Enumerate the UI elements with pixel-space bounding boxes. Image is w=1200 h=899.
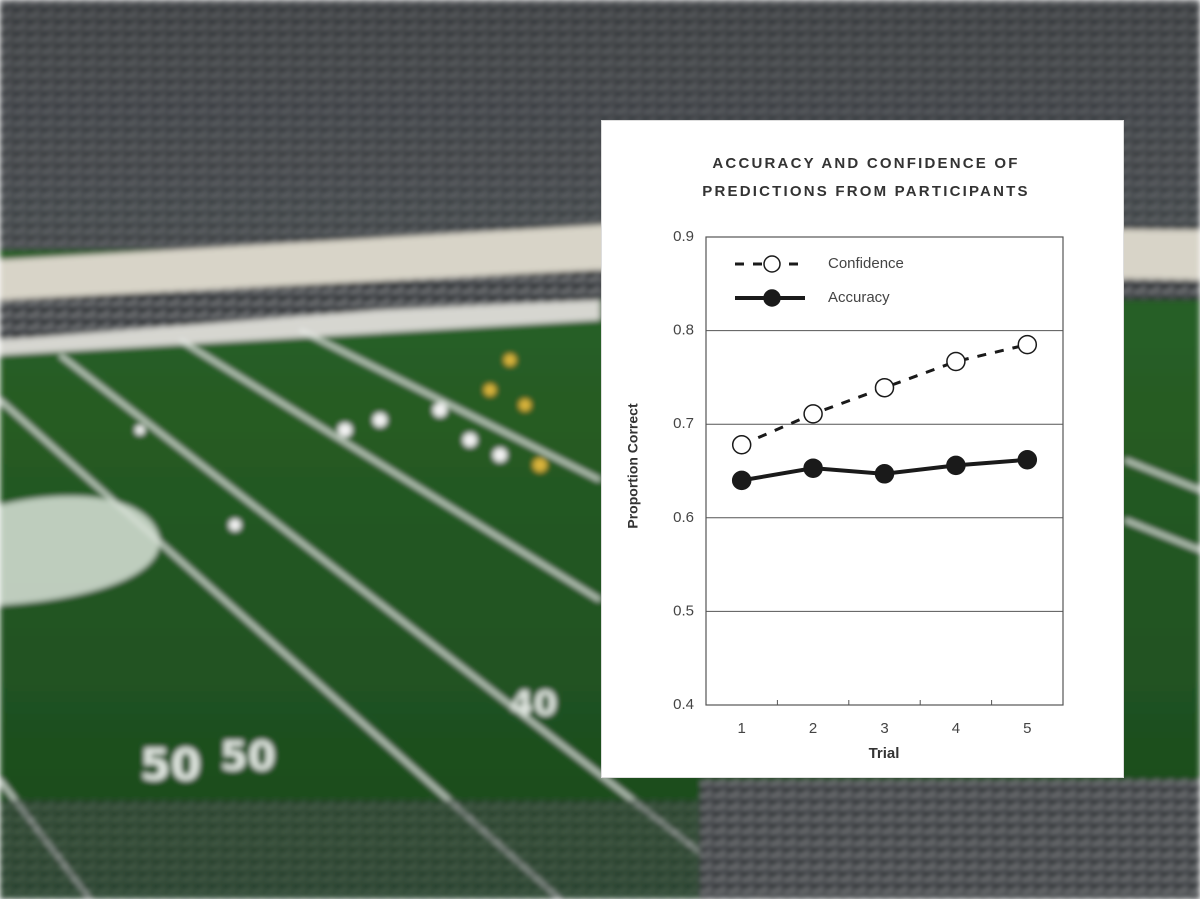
x-axis-label: Trial bbox=[869, 745, 900, 762]
legend-marker bbox=[763, 255, 781, 273]
svg-text:50: 50 bbox=[220, 734, 276, 780]
x-tick-label: 2 bbox=[809, 720, 817, 737]
x-tick-label: 1 bbox=[738, 720, 746, 737]
x-tick-label: 4 bbox=[952, 720, 960, 737]
legend-label: Accuracy bbox=[828, 289, 890, 306]
data-point bbox=[731, 435, 752, 455]
y-tick-label: 0.9 bbox=[673, 228, 694, 245]
plot-frame bbox=[705, 236, 1064, 706]
legend-marker bbox=[763, 289, 781, 307]
chart-panel bbox=[601, 120, 1124, 778]
series-line bbox=[741, 343, 1028, 447]
data-point bbox=[874, 377, 895, 398]
data-point bbox=[874, 464, 895, 484]
data-point bbox=[731, 470, 752, 491]
y-tick-label: 0.4 bbox=[673, 696, 694, 713]
svg-text:50: 50 bbox=[140, 740, 201, 791]
svg-text:40: 40 bbox=[510, 684, 557, 724]
legend-label: Confidence bbox=[828, 255, 904, 272]
data-point bbox=[803, 458, 823, 478]
y-tick-label: 0.7 bbox=[673, 415, 694, 432]
data-point bbox=[803, 404, 823, 424]
x-tick-label: 3 bbox=[880, 720, 888, 737]
y-tick-label: 0.5 bbox=[673, 602, 694, 619]
y-tick-label: 0.6 bbox=[673, 509, 694, 526]
y-tick-label: 0.8 bbox=[673, 322, 694, 339]
data-point bbox=[1017, 450, 1038, 470]
data-point bbox=[946, 455, 966, 476]
chart-title: ACCURACY AND CONFIDENCE OF PREDICTIONS F… bbox=[702, 155, 1030, 200]
data-point bbox=[946, 351, 966, 372]
y-axis-label: Proportion Correct bbox=[625, 403, 641, 529]
data-point bbox=[1017, 334, 1038, 355]
x-tick-label: 5 bbox=[1023, 720, 1031, 737]
